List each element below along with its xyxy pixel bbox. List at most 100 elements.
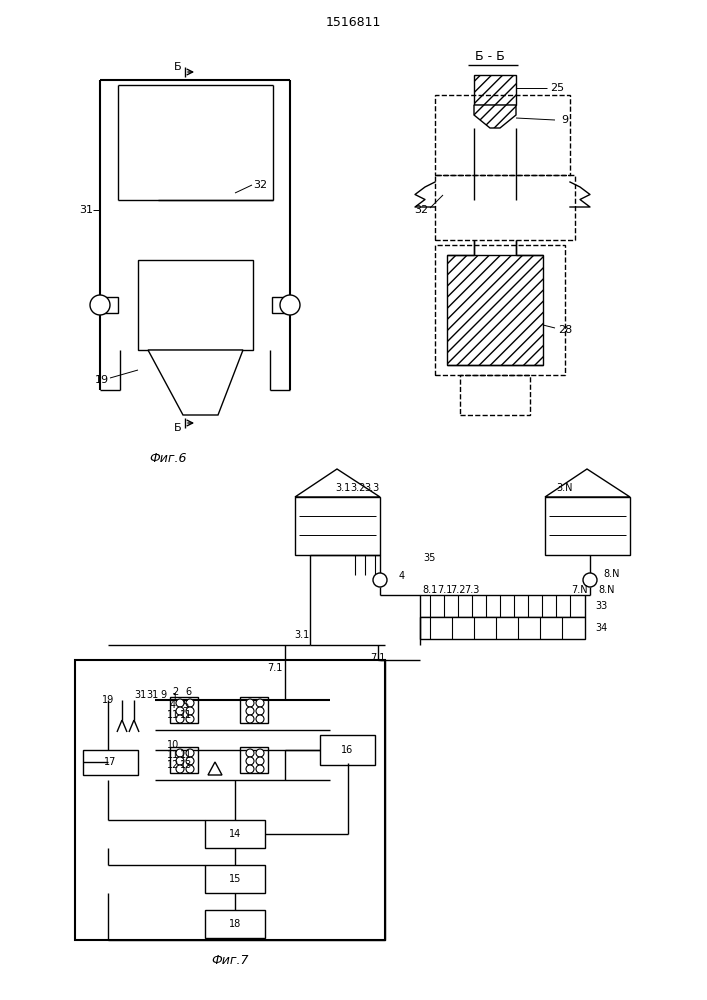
Circle shape	[246, 715, 254, 723]
Bar	[435, 245, 565, 375]
Text: 12: 12	[167, 760, 179, 770]
Circle shape	[583, 573, 597, 587]
Text: 3.3: 3.3	[364, 483, 380, 493]
Bar	[205, 865, 265, 893]
Text: 3.1: 3.1	[335, 483, 351, 493]
Text: 7.2: 7.2	[450, 585, 466, 595]
Text: Б - Б: Б - Б	[475, 50, 505, 64]
Circle shape	[256, 757, 264, 765]
Text: 9: 9	[561, 115, 568, 125]
Text: 31: 31	[134, 690, 146, 700]
Text: 18: 18	[229, 919, 241, 929]
Text: 32: 32	[414, 205, 428, 215]
Text: 35: 35	[423, 553, 436, 563]
Circle shape	[256, 765, 264, 773]
Text: Б: Б	[174, 62, 182, 72]
Circle shape	[373, 573, 387, 587]
Text: Б: Б	[174, 423, 182, 433]
Text: 13: 13	[180, 760, 192, 770]
Bar	[435, 175, 575, 240]
Text: 19: 19	[95, 375, 109, 385]
Text: 14: 14	[229, 829, 241, 839]
Bar	[138, 260, 253, 350]
Text: 7.N: 7.N	[572, 585, 588, 595]
Text: 8.N: 8.N	[598, 585, 614, 595]
Text: 2: 2	[172, 687, 178, 697]
Text: 9: 9	[160, 690, 166, 700]
Text: 1: 1	[172, 693, 178, 703]
Bar	[435, 95, 570, 175]
Text: 11: 11	[167, 710, 179, 720]
Circle shape	[186, 749, 194, 757]
Circle shape	[176, 707, 184, 715]
Text: 11: 11	[167, 750, 179, 760]
Text: 6: 6	[185, 687, 191, 697]
Bar	[320, 735, 375, 765]
Text: 19: 19	[102, 695, 114, 705]
Text: 25: 25	[550, 83, 564, 93]
Circle shape	[176, 699, 184, 707]
Bar	[240, 697, 268, 723]
Text: 8.1: 8.1	[422, 585, 438, 595]
Text: 11: 11	[180, 750, 192, 760]
Bar	[295, 497, 380, 555]
Text: 7.1: 7.1	[370, 653, 386, 663]
Bar	[545, 497, 630, 555]
Circle shape	[246, 707, 254, 715]
Circle shape	[256, 707, 264, 715]
Text: 32: 32	[253, 180, 267, 190]
Circle shape	[186, 699, 194, 707]
Bar	[170, 747, 198, 773]
Circle shape	[246, 749, 254, 757]
Bar	[420, 617, 585, 639]
Bar	[460, 375, 530, 415]
Text: 15: 15	[229, 874, 241, 884]
Text: 7.1: 7.1	[438, 585, 452, 595]
Bar	[272, 297, 290, 313]
Text: 33: 33	[595, 601, 607, 611]
Circle shape	[186, 757, 194, 765]
Circle shape	[256, 715, 264, 723]
Circle shape	[90, 295, 110, 315]
Circle shape	[186, 715, 194, 723]
Text: 3.1: 3.1	[294, 630, 310, 640]
Bar	[100, 297, 118, 313]
Bar	[474, 75, 516, 105]
Bar	[205, 820, 265, 848]
Circle shape	[176, 765, 184, 773]
Text: 17: 17	[104, 757, 116, 767]
Bar	[75, 660, 385, 940]
Polygon shape	[148, 350, 243, 415]
Text: 7.1: 7.1	[267, 663, 283, 673]
Text: 4: 4	[170, 700, 176, 710]
Circle shape	[186, 765, 194, 773]
Circle shape	[280, 295, 300, 315]
Circle shape	[246, 699, 254, 707]
Text: Фиг.7: Фиг.7	[211, 954, 249, 966]
Text: 4: 4	[399, 571, 405, 581]
Text: 31: 31	[146, 690, 158, 700]
Bar	[240, 747, 268, 773]
Circle shape	[256, 699, 264, 707]
Text: 1516811: 1516811	[325, 15, 380, 28]
Text: 5: 5	[182, 700, 188, 710]
Circle shape	[256, 749, 264, 757]
Text: 11: 11	[180, 710, 192, 720]
Bar	[83, 750, 138, 775]
Circle shape	[246, 765, 254, 773]
Bar	[170, 697, 198, 723]
Text: 34: 34	[595, 623, 607, 633]
Text: Фиг.6: Фиг.6	[149, 452, 187, 464]
Text: 10: 10	[167, 740, 179, 750]
Text: 7.3: 7.3	[464, 585, 479, 595]
Polygon shape	[474, 105, 516, 128]
Text: 28: 28	[558, 325, 572, 335]
Bar	[420, 595, 585, 617]
Bar	[447, 255, 543, 365]
Circle shape	[176, 757, 184, 765]
Text: 8.N: 8.N	[604, 569, 620, 579]
Text: 16: 16	[341, 745, 353, 755]
Text: 31: 31	[79, 205, 93, 215]
Circle shape	[176, 749, 184, 757]
Circle shape	[186, 707, 194, 715]
